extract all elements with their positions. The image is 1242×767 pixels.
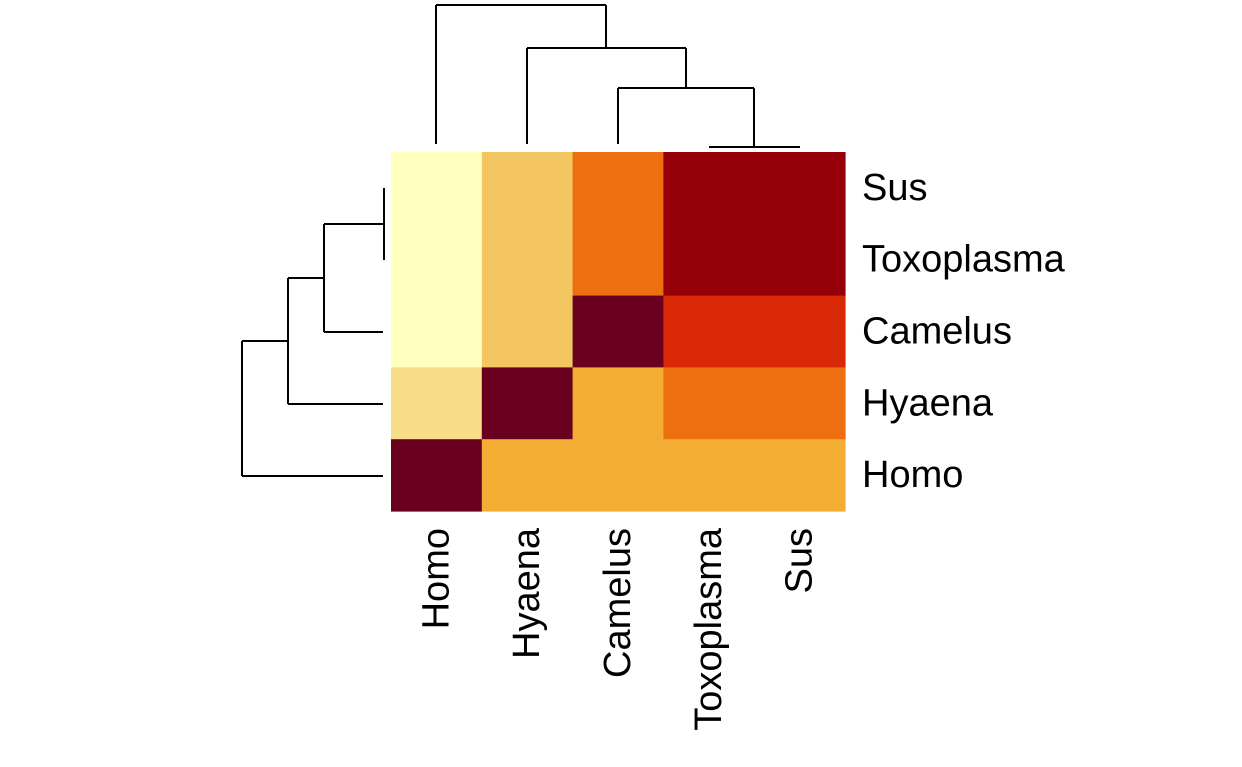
- heatmap-cell: [481, 439, 574, 512]
- heatmap-cell: [572, 152, 664, 225]
- heatmap-cell: [663, 367, 755, 440]
- row-label: Homo: [862, 454, 963, 496]
- column-label: Sus: [779, 528, 821, 593]
- row-label: Hyaena: [862, 382, 994, 424]
- row-label: Camelus: [862, 311, 1012, 353]
- row-label: Sus: [862, 167, 927, 209]
- column-label: Homo: [415, 528, 457, 629]
- row-labels: Sus Toxoplasma Camelus Hyaena Homo: [862, 167, 1066, 496]
- heatmap-cell: [754, 439, 846, 512]
- heatmap-cell: [391, 223, 483, 297]
- heatmap-cell: [663, 223, 755, 297]
- heatmap-cell: [754, 295, 846, 368]
- heatmap-cell: [481, 152, 574, 225]
- heatmap-cell: [663, 295, 755, 368]
- heatmap-cell: [754, 367, 846, 440]
- heatmap-cell: [663, 439, 755, 512]
- heatmap-cell: [391, 152, 483, 225]
- heatmap-cell: [391, 439, 483, 512]
- row-label: Toxoplasma: [862, 239, 1066, 281]
- column-labels: Homo Hyaena Camelus Toxoplasma Sus: [415, 527, 820, 731]
- heatmap-cell: [572, 367, 664, 440]
- column-label: Toxoplasma: [688, 527, 730, 731]
- heatmap-cells: [391, 152, 846, 512]
- heatmap-cell: [481, 295, 574, 368]
- heatmap-cell: [481, 223, 574, 297]
- heatmap-cell: [754, 152, 846, 225]
- heatmap-cell: [391, 367, 483, 440]
- column-dendrogram: [435, 4, 800, 148]
- heatmap-cell: [572, 439, 664, 512]
- heatmap-cell: [663, 152, 755, 225]
- column-label: Camelus: [597, 528, 639, 678]
- column-label: Hyaena: [506, 527, 548, 659]
- row-dendrogram: [241, 188, 385, 477]
- heatmap-cell: [481, 367, 574, 440]
- heatmap-cell: [391, 295, 483, 368]
- heatmap-cell: [572, 295, 664, 368]
- heatmap-cell: [754, 223, 846, 297]
- heatmap-cell: [572, 223, 664, 297]
